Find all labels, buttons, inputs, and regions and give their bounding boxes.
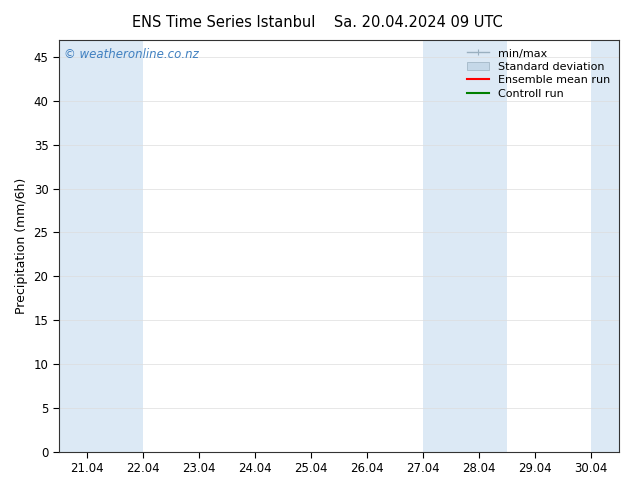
Text: ENS Time Series Istanbul    Sa. 20.04.2024 09 UTC: ENS Time Series Istanbul Sa. 20.04.2024 …: [132, 15, 502, 30]
Legend: min/max, Standard deviation, Ensemble mean run, Controll run: min/max, Standard deviation, Ensemble me…: [463, 45, 614, 102]
Bar: [59, 40, 143, 452]
Text: © weatheronline.co.nz: © weatheronline.co.nz: [65, 48, 199, 61]
Bar: [423, 40, 507, 452]
Bar: [591, 40, 619, 452]
Y-axis label: Precipitation (mm/6h): Precipitation (mm/6h): [15, 177, 28, 314]
